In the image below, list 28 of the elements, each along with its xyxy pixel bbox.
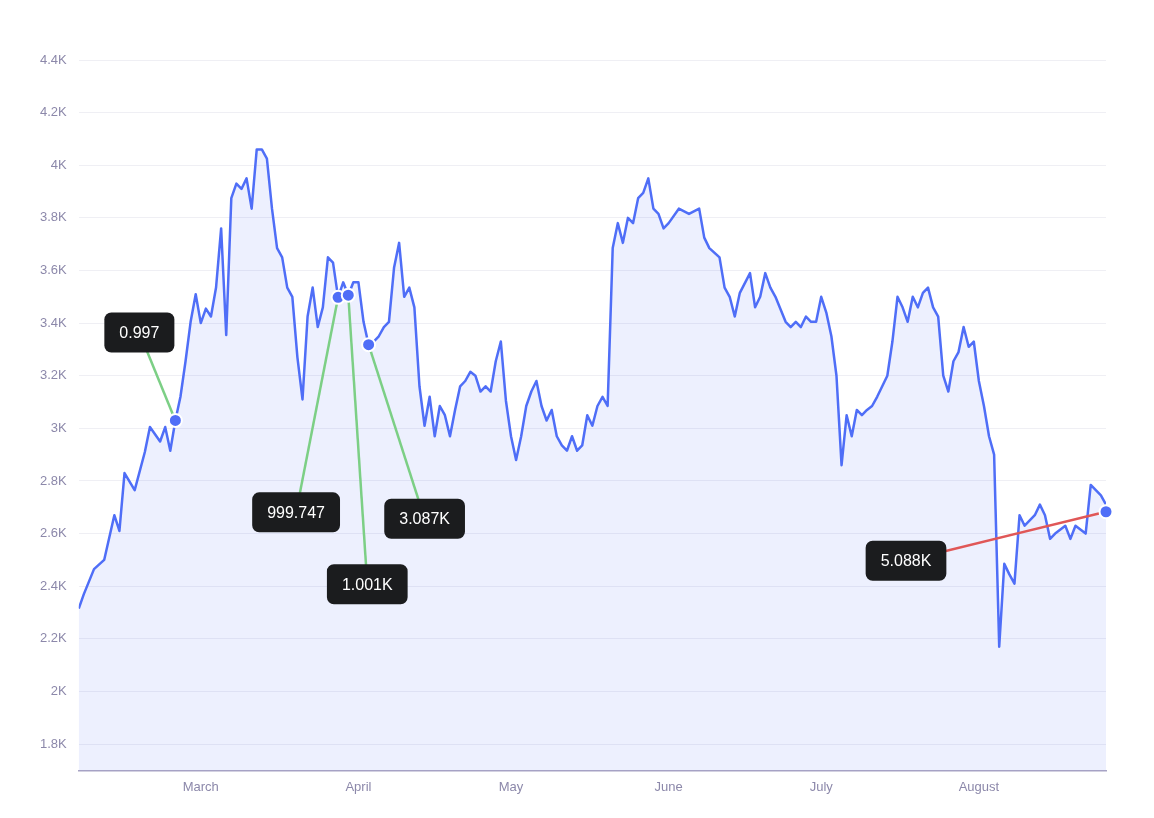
- annotation: 5.088K: [880, 552, 932, 570]
- annotation: 3.087K: [399, 510, 451, 528]
- point: [361, 337, 377, 353]
- x-tick-label: August: [958, 778, 1000, 794]
- y-tick-label: 4.2K: [39, 104, 68, 120]
- y-tick-label: 2.4K: [39, 577, 68, 593]
- point: [167, 412, 183, 428]
- y-tick-label: 3K: [50, 419, 68, 435]
- annotation: 0.997: [119, 323, 160, 341]
- y-tick-label: 4K: [50, 156, 68, 172]
- y-tick-label: 2.6K: [39, 525, 68, 541]
- y-tick-label: 2.2K: [39, 630, 68, 646]
- y-tick-label: 1.8K: [39, 735, 68, 751]
- annotation: 999.747: [267, 503, 326, 521]
- y-tick-label: 3.6K: [39, 262, 68, 278]
- y-tick-label: 2K: [50, 683, 68, 699]
- x-tick-label: June: [654, 778, 683, 794]
- y-tick-label: 3.8K: [39, 209, 68, 225]
- y-tick-label: 3.4K: [39, 314, 68, 330]
- y-tick-label: 2.8K: [39, 472, 68, 488]
- x-tick-label: May: [498, 778, 524, 794]
- x-tick-label: April: [345, 778, 372, 794]
- x-tick-label: July: [809, 778, 834, 794]
- y-tick-label: 4.4K: [39, 51, 68, 67]
- annotation: 1.001K: [341, 575, 393, 593]
- y-tick-label: 3.2K: [39, 367, 68, 383]
- x-tick-label: March: [182, 778, 219, 794]
- point: [340, 287, 356, 303]
